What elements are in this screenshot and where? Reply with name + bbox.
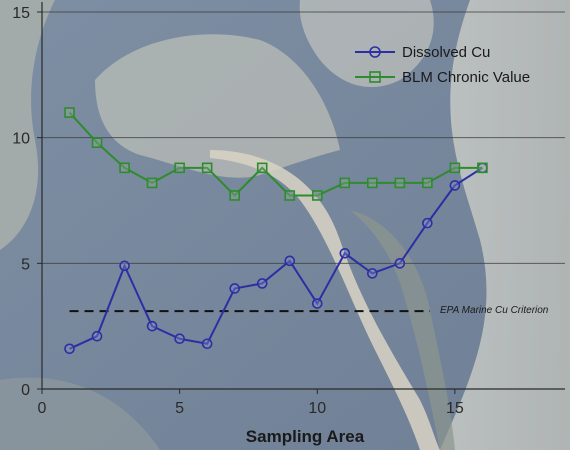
x-tick-labels: 0 5 10 15 bbox=[38, 400, 464, 417]
point-dissolved-cu-10 bbox=[311, 298, 323, 309]
point-blm-chronic-value-2 bbox=[91, 137, 103, 148]
point-blm-chronic-value-15 bbox=[449, 162, 461, 174]
legend: Dissolved Cu BLM Chronic Value bbox=[355, 44, 530, 86]
right-city-landmass bbox=[440, 0, 570, 450]
y-tick-labels: 0 5 10 15 bbox=[12, 5, 30, 399]
point-blm-chronic-value-10 bbox=[311, 190, 323, 201]
x-tick-label-10: 10 bbox=[308, 400, 326, 417]
point-dissolved-cu-12 bbox=[367, 268, 378, 279]
axes bbox=[37, 2, 565, 394]
y-tick-label-5: 5 bbox=[21, 256, 30, 273]
legend-label-dissolved-cu: Dissolved Cu bbox=[402, 44, 490, 61]
point-dissolved-cu-9 bbox=[284, 255, 296, 267]
point-dissolved-cu-11 bbox=[339, 247, 351, 259]
sand-spit bbox=[210, 150, 440, 450]
legend-marker-blm-chronic bbox=[369, 71, 381, 83]
point-blm-chronic-value-13 bbox=[394, 177, 406, 189]
point-dissolved-cu-1 bbox=[64, 343, 75, 355]
point-blm-chronic-value-5 bbox=[174, 162, 185, 174]
upper-landmass bbox=[299, 0, 434, 88]
reference-line-group: EPA Marine Cu Criterion bbox=[69, 305, 549, 316]
point-dissolved-cu-2 bbox=[91, 330, 103, 342]
point-dissolved-cu-5 bbox=[174, 333, 185, 345]
point-blm-chronic-value-9 bbox=[284, 190, 296, 201]
point-dissolved-cu-13 bbox=[394, 258, 406, 269]
point-dissolved-cu-8 bbox=[256, 278, 268, 289]
x-tick-label-5: 5 bbox=[175, 400, 184, 417]
point-blm-chronic-value-7 bbox=[229, 190, 240, 201]
point-blm-chronic-value-12 bbox=[367, 177, 378, 189]
x-axis-label: Sampling Area bbox=[246, 427, 365, 446]
point-blm-chronic-value-4 bbox=[146, 177, 158, 189]
point-blm-chronic-value-14 bbox=[422, 177, 433, 189]
point-blm-chronic-value-6 bbox=[201, 162, 213, 174]
point-blm-chronic-value-1 bbox=[64, 107, 75, 118]
point-dissolved-cu-14 bbox=[422, 217, 433, 229]
legend-label-blm-chronic: BLM Chronic Value bbox=[402, 69, 530, 86]
point-blm-chronic-value-8 bbox=[256, 162, 268, 174]
strand-island bbox=[350, 210, 455, 450]
point-dissolved-cu-7 bbox=[229, 283, 240, 294]
series-line-blm-chronic-value bbox=[68, 111, 483, 197]
epa-criterion-label: EPA Marine Cu Criterion bbox=[440, 305, 549, 316]
y-tick-label-0: 0 bbox=[21, 382, 30, 399]
x-tick-label-15: 15 bbox=[446, 400, 464, 417]
x-tick-label-0: 0 bbox=[38, 400, 47, 417]
y-tick-label-10: 10 bbox=[12, 131, 30, 148]
peninsula-landmass bbox=[95, 34, 340, 178]
point-blm-chronic-value-11 bbox=[339, 177, 351, 189]
series-line-dissolved-cu bbox=[69, 166, 483, 350]
point-dissolved-cu-3 bbox=[119, 260, 130, 272]
point-dissolved-cu-6 bbox=[201, 338, 213, 350]
legend-marker-dissolved-cu bbox=[369, 46, 381, 58]
y-tick-label-15: 15 bbox=[12, 5, 30, 22]
point-blm-chronic-value-3 bbox=[119, 162, 130, 174]
left-shore-landmass bbox=[0, 0, 55, 250]
point-dissolved-cu-15 bbox=[449, 180, 461, 191]
point-dissolved-cu-4 bbox=[146, 320, 158, 332]
point-blm-chronic-value-16 bbox=[477, 162, 488, 174]
bottom-left-landmass bbox=[0, 377, 160, 450]
series-layer bbox=[64, 107, 488, 355]
